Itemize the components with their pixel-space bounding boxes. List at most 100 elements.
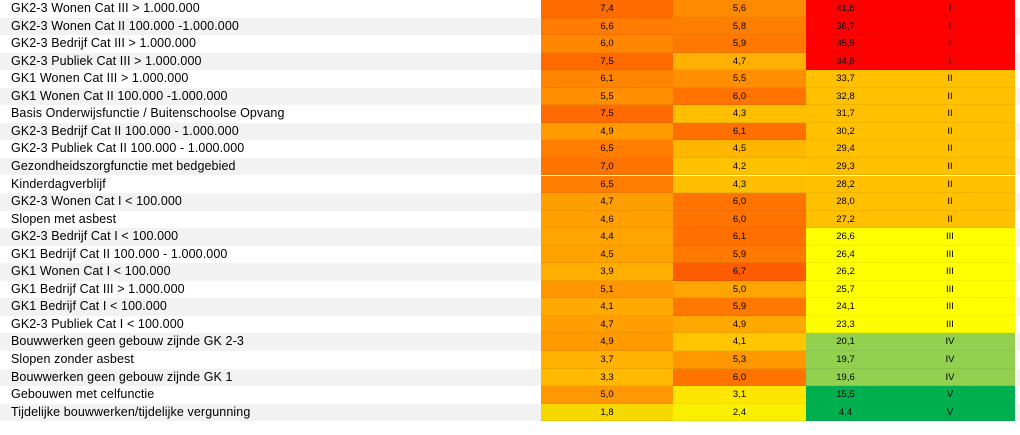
value1-cell[interactable]: 6,5 [541, 140, 673, 158]
value2-cell[interactable]: 5,6 [673, 0, 806, 18]
row-label[interactable]: Bouwwerken geen gebouw zijnde GK 2-3 [11, 334, 244, 349]
value2-cell[interactable]: 6,7 [673, 263, 806, 281]
row-label[interactable]: GK1 Wonen Cat III > 1.000.000 [11, 71, 189, 86]
class-cell[interactable]: I [885, 17, 1015, 36]
value2-cell[interactable]: 4,2 [673, 157, 806, 176]
value1-cell[interactable]: 6,6 [541, 17, 673, 36]
row-label[interactable]: Gebouwen met celfunctie [11, 387, 155, 402]
class-cell[interactable]: V [885, 386, 1015, 404]
score-cell[interactable]: 35,5 [806, 35, 885, 53]
score-cell[interactable]: 30,2 [806, 122, 885, 141]
value1-cell[interactable]: 6,0 [541, 35, 673, 53]
row-label[interactable]: Slopen zonder asbest [11, 352, 134, 366]
score-cell[interactable]: 26,6 [806, 228, 885, 246]
row-label[interactable]: Slopen met asbest [11, 211, 117, 226]
value2-cell[interactable]: 5,3 [673, 351, 806, 369]
score-cell[interactable]: 4,4 [806, 403, 885, 422]
score-cell[interactable]: 38,7 [806, 17, 885, 36]
value2-cell[interactable]: 5,5 [673, 70, 806, 88]
row-label[interactable]: Tijdelijke bouwwerken/tijdelijke vergunn… [11, 404, 251, 419]
class-cell[interactable]: IV [885, 333, 1015, 351]
value1-cell[interactable]: 4,7 [541, 315, 673, 334]
value1-cell[interactable]: 5,1 [541, 280, 673, 299]
value2-cell[interactable]: 6,1 [673, 228, 806, 246]
value2-cell[interactable]: 3,1 [673, 386, 806, 404]
class-cell[interactable]: III [885, 280, 1015, 299]
score-cell[interactable]: 31,7 [806, 105, 885, 123]
class-cell[interactable]: III [885, 228, 1015, 246]
value1-cell[interactable]: 4,7 [541, 193, 673, 211]
value1-cell[interactable]: 4,4 [541, 228, 673, 246]
value1-cell[interactable]: 4,6 [541, 210, 673, 229]
score-cell[interactable]: 29,4 [806, 140, 885, 158]
class-cell[interactable]: II [885, 210, 1015, 229]
value1-cell[interactable]: 7,5 [541, 105, 673, 123]
class-cell[interactable]: II [885, 70, 1015, 88]
row-label[interactable]: GK1 Wonen Cat II 100.000 -1.000.000 [11, 88, 228, 103]
value2-cell[interactable]: 6,1 [673, 122, 806, 141]
value2-cell[interactable]: 5,9 [673, 245, 806, 264]
row-label[interactable]: GK2-3 Publiek Cat I < 100.000 [11, 316, 184, 331]
value2-cell[interactable]: 6,0 [673, 87, 806, 106]
value1-cell[interactable]: 5,0 [541, 386, 673, 404]
score-cell[interactable]: 25,7 [806, 280, 885, 299]
value2-cell[interactable]: 4,5 [673, 140, 806, 158]
value1-cell[interactable]: 5,5 [541, 87, 673, 106]
score-cell[interactable]: 28,0 [806, 193, 885, 211]
class-cell[interactable]: II [885, 140, 1015, 158]
class-cell[interactable]: I [885, 35, 1015, 53]
class-cell[interactable]: I [885, 52, 1015, 71]
row-label[interactable]: Kinderdagverblijf [11, 176, 106, 191]
row-label[interactable]: GK2-3 Wonen Cat II 100.000 -1.000.000 [11, 18, 239, 33]
class-cell[interactable]: III [885, 245, 1015, 264]
value2-cell[interactable]: 5,9 [673, 35, 806, 53]
value1-cell[interactable]: 3,9 [541, 263, 673, 281]
value2-cell[interactable]: 4,7 [673, 52, 806, 71]
row-label[interactable]: GK1 Bedrijf Cat III > 1.000.000 [11, 281, 185, 296]
value2-cell[interactable]: 5,9 [673, 298, 806, 316]
class-cell[interactable]: I [885, 0, 1015, 18]
value1-cell[interactable]: 7,4 [541, 0, 673, 18]
value1-cell[interactable]: 4,5 [541, 245, 673, 264]
score-cell[interactable]: 34,8 [806, 52, 885, 71]
class-cell[interactable]: IV [885, 368, 1015, 387]
row-label[interactable]: GK1 Bedrijf Cat I < 100.000 [11, 299, 167, 314]
row-label[interactable]: GK2-3 Wonen Cat III > 1.000.000 [11, 1, 200, 15]
value2-cell[interactable]: 5,0 [673, 280, 806, 299]
score-cell[interactable]: 32,8 [806, 87, 885, 106]
value1-cell[interactable]: 3,3 [541, 368, 673, 387]
row-label[interactable]: GK2-3 Bedrijf Cat II 100.000 - 1.000.000 [11, 123, 239, 138]
value1-cell[interactable]: 3,7 [541, 351, 673, 369]
value1-cell[interactable]: 4,1 [541, 298, 673, 316]
value1-cell[interactable]: 7,5 [541, 52, 673, 71]
row-label[interactable]: GK2-3 Publiek Cat II 100.000 - 1.000.000 [11, 141, 245, 156]
row-label[interactable]: GK2-3 Bedrijf Cat III > 1.000.000 [11, 36, 197, 51]
value2-cell[interactable]: 5,8 [673, 17, 806, 36]
row-label[interactable]: GK1 Bedrijf Cat II 100.000 - 1.000.000 [11, 246, 228, 261]
value2-cell[interactable]: 6,0 [673, 193, 806, 211]
row-label[interactable]: Basis Onderwijsfunctie / Buitenschoolse … [11, 106, 285, 121]
value2-cell[interactable]: 6,0 [673, 368, 806, 387]
value1-cell[interactable]: 4,9 [541, 333, 673, 351]
score-cell[interactable]: 26,2 [806, 263, 885, 281]
row-label[interactable]: Gezondheidszorgfunctie met bedgebied [11, 158, 236, 173]
value2-cell[interactable]: 4,9 [673, 315, 806, 334]
score-cell[interactable]: 23,3 [806, 315, 885, 334]
value1-cell[interactable]: 6,5 [541, 175, 673, 194]
score-cell[interactable]: 29,3 [806, 157, 885, 176]
score-cell[interactable]: 41,8 [806, 0, 885, 18]
class-cell[interactable]: II [885, 193, 1015, 211]
class-cell[interactable]: IV [885, 351, 1015, 369]
value2-cell[interactable]: 4,3 [673, 105, 806, 123]
class-cell[interactable]: III [885, 263, 1015, 281]
value2-cell[interactable]: 2,4 [673, 403, 806, 422]
row-label[interactable]: GK2-3 Publiek Cat III > 1.000.000 [11, 53, 202, 68]
score-cell[interactable]: 19,6 [806, 368, 885, 387]
class-cell[interactable]: II [885, 157, 1015, 176]
value2-cell[interactable]: 6,0 [673, 210, 806, 229]
score-cell[interactable]: 15,5 [806, 386, 885, 404]
row-label[interactable]: GK1 Wonen Cat I < 100.000 [11, 264, 171, 279]
value1-cell[interactable]: 4,9 [541, 122, 673, 141]
class-cell[interactable]: III [885, 315, 1015, 334]
value2-cell[interactable]: 4,1 [673, 333, 806, 351]
